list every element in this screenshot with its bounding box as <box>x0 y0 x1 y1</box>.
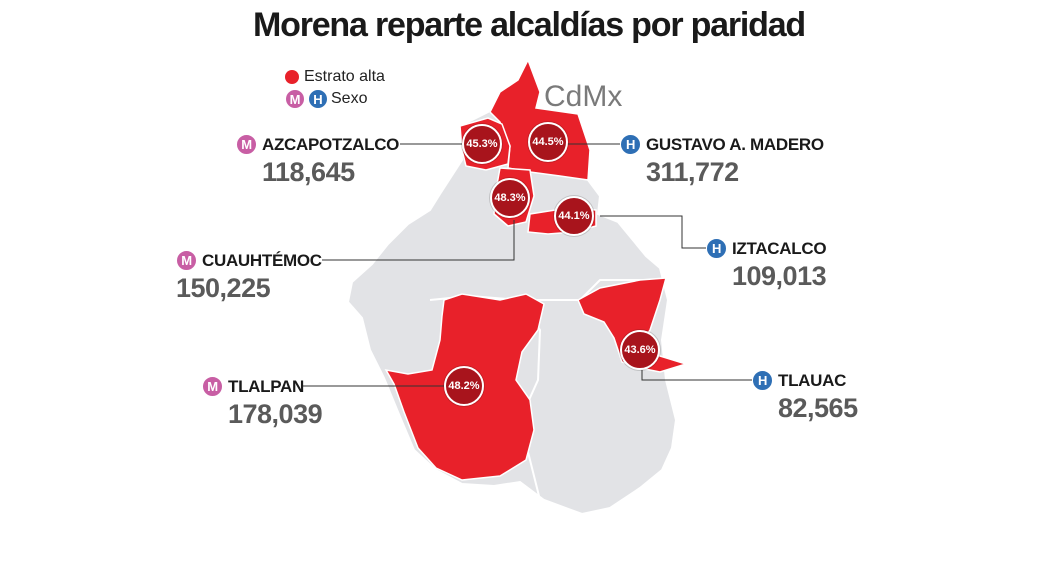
pct-circle-cuauhtemoc: 48.3% <box>490 178 530 218</box>
mujer-badge-icon: M <box>176 250 197 271</box>
leader-iztacalco <box>600 215 706 249</box>
hombre-badge-icon: H <box>706 238 727 259</box>
alcaldia-value: 118,645 <box>262 157 355 187</box>
legend-estrato-label: Estrato alta <box>304 68 385 85</box>
alcaldia-name: TLAUAC <box>778 370 847 390</box>
callout-cuauhtemoc: M CUAUHTÉMOC 150,225 <box>176 250 322 304</box>
legend: Estrato alta M H Sexo <box>285 66 385 110</box>
alcaldia-name: IZTACALCO <box>732 238 827 258</box>
legend-estrato: Estrato alta <box>285 66 385 88</box>
alcaldia-value: 311,772 <box>646 157 739 187</box>
leader-cuauhtemoc <box>322 220 515 261</box>
region-tlauac <box>577 277 689 373</box>
pct-circle-tlalpan: 48.2% <box>444 366 484 406</box>
alcaldia-value: 82,565 <box>778 393 858 423</box>
callout-gustavo-a-madero: H GUSTAVO A. MADERO 311,772 <box>620 134 824 188</box>
alcaldia-value: 109,013 <box>732 261 827 291</box>
pct-circle-azcapotzalco: 45.3% <box>462 124 502 164</box>
callout-azcapotzalco: M AZCAPOTZALCO 118,645 <box>236 134 399 188</box>
legend-sexo-label: Sexo <box>331 90 368 107</box>
leader-tlauac <box>641 370 752 381</box>
callout-iztacalco: H IZTACALCO 109,013 <box>706 238 827 292</box>
city-label: CdMx <box>544 80 623 113</box>
alcaldia-name: TLALPAN <box>228 376 304 396</box>
alcaldia-name: GUSTAVO A. MADERO <box>646 134 824 154</box>
alcaldia-value: 178,039 <box>228 399 323 429</box>
callout-tlauac: H TLAUAC 82,565 <box>752 370 858 424</box>
hombre-badge-icon: H <box>620 134 641 155</box>
alcaldia-value: 150,225 <box>176 273 271 303</box>
alcaldia-name: AZCAPOTZALCO <box>262 134 400 154</box>
mujer-badge-icon: M <box>236 134 257 155</box>
callout-tlalpan: M TLALPAN 178,039 <box>202 376 323 430</box>
hombre-badge-icon: H <box>308 89 328 109</box>
pct-circle-tlauac: 43.6% <box>620 330 660 370</box>
hombre-badge-icon: H <box>752 370 773 391</box>
mujer-badge-icon: M <box>285 89 305 109</box>
map-title: Morena reparte alcaldías por paridad <box>253 6 806 44</box>
alcaldia-name: CUAUHTÉMOC <box>202 250 322 270</box>
leader-lines <box>302 143 752 387</box>
pct-circle-iztacalco: 44.1% <box>554 196 594 236</box>
red-dot-icon <box>285 70 299 84</box>
mujer-badge-icon: M <box>202 376 223 397</box>
pct-circle-gustavo-a-madero: 44.5% <box>528 122 568 162</box>
legend-sexo: M H Sexo <box>285 88 385 110</box>
